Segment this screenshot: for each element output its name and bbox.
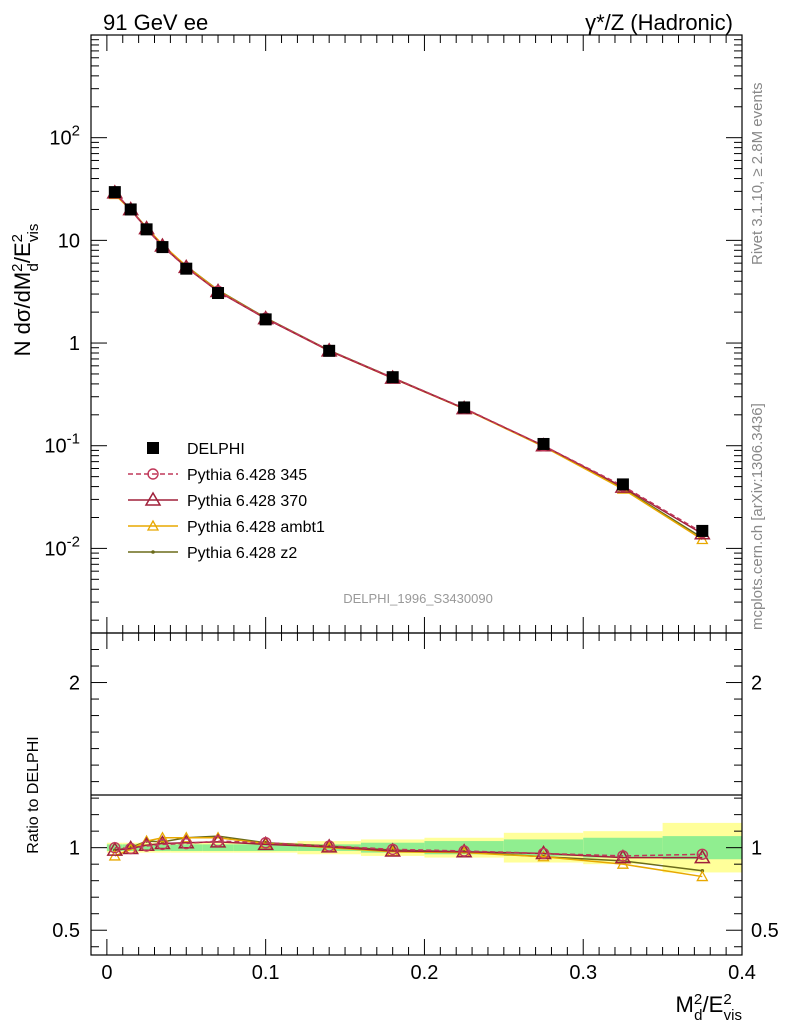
main-line-z2 (114, 192, 703, 539)
main-series-layer (106, 184, 711, 545)
main-point-data (323, 344, 336, 357)
x-tick-label: 0.3 (569, 962, 597, 984)
header-left: 91 GeV ee (103, 10, 208, 35)
x-tick-label: 0.4 (728, 962, 756, 984)
ratio-plot-frame (90, 632, 743, 956)
ratio-y-tick-label-left: 2 (69, 673, 80, 695)
ratio-point-p345 (386, 843, 399, 856)
ratio-point-p370 (138, 836, 155, 851)
ratio-point-p370 (177, 834, 195, 849)
ratio-point-p345 (259, 837, 272, 849)
ratio-point-ambt1 (180, 831, 193, 843)
ratio-point-p345 (617, 850, 629, 862)
main-y-tick-label: 10-2 (44, 533, 80, 560)
legend-label-z2: Pythia 6.428 z2 (187, 545, 297, 562)
ratio-point-p345 (140, 840, 153, 852)
main-y-tick-label: 102 (49, 123, 80, 150)
ratio-point-p345 (124, 842, 137, 855)
ratio-point-p370 (154, 835, 171, 850)
ratio-point-ambt1 (537, 850, 550, 862)
legend-marker-ambt1 (146, 519, 160, 531)
mcplots-label: mcplots.cern.ch [arXiv:1306.3436] (749, 403, 766, 630)
legend-marker-p370 (144, 491, 162, 506)
main-point-data (259, 313, 272, 326)
legend-label-p370: Pythia 6.428 370 (187, 493, 307, 510)
ratio-point-p345 (323, 840, 335, 852)
ratio-y-axis-label: Ratio to DELPHI (25, 736, 42, 853)
main-y-tick-label: 1 (69, 333, 80, 355)
main-point-data (696, 524, 709, 537)
x-tick-label: 0.1 (252, 962, 280, 984)
ratio-y-tick-label-left: 0.5 (52, 920, 80, 942)
ratio-band-inner (202, 844, 234, 851)
main-point-data (156, 241, 169, 254)
main-y-tick-labels: 10-2 10-1 1 10 102 (44, 123, 80, 561)
ratio-axis-ticks (91, 633, 743, 955)
ratio-y-tick-labels: 0.5 0.5 1 1 2 2 (52, 673, 779, 943)
main-point-data (212, 287, 225, 300)
main-point-data (616, 478, 629, 491)
x-tick-labels: 0 0.1 0.2 0.3 0.4 (101, 962, 756, 984)
ratio-line-p370 (114, 841, 703, 859)
ratio-band-inner (583, 837, 663, 858)
legend-marker-z2 (151, 550, 155, 554)
ratio-point-p370 (693, 849, 711, 864)
main-point-data (537, 437, 550, 450)
ratio-uncertainty-band (106, 822, 742, 873)
ratio-point-p345 (212, 835, 224, 847)
legend-label-data: DELPHI (187, 441, 245, 458)
legend-marker-p345 (147, 468, 159, 480)
x-axis-label: M2 d/E2 vis (676, 991, 743, 1024)
main-point-data (458, 401, 471, 414)
ratio-y-tick-label-right: 2 (751, 673, 762, 695)
legend-marker-data (147, 442, 159, 454)
legend: DELPHI Pythia 6.428 345 Pythia 6.428 370 Py… (128, 441, 325, 562)
ratio-point-p345 (109, 841, 121, 854)
ratio-point-ambt1 (156, 831, 169, 843)
main-point-data (108, 186, 121, 199)
ratio-series-layer (106, 831, 711, 882)
ratio-point-ambt1 (616, 857, 630, 869)
legend-label-p345: Pythia 6.428 345 (187, 467, 307, 484)
header-right: γ*/Z (Hadronic) (585, 10, 733, 35)
main-y-axis-label: N dσ/dM2d/E2vis (9, 224, 42, 357)
analysis-watermark: DELPHI_1996_S3430090 (343, 591, 493, 606)
main-point-data (124, 203, 137, 216)
main-point-data (180, 262, 193, 275)
x-tick-label: 0 (101, 962, 112, 984)
ratio-point-p345 (696, 848, 709, 860)
main-point-data (140, 223, 153, 236)
ratio-band-inner (662, 836, 742, 860)
main-line-ambt1 (114, 193, 703, 541)
main-y-tick-label: 10 (58, 230, 80, 252)
legend-label-ambt1: Pythia 6.428 ambt1 (187, 519, 325, 536)
main-plot-frame (90, 34, 743, 634)
ratio-point-p370 (106, 841, 124, 856)
ratio-band-inner (138, 844, 155, 851)
ratio-point-p345 (458, 845, 470, 857)
ratio-point-p345 (180, 837, 192, 850)
main-point-data (386, 371, 399, 384)
ratio-band-inner (154, 844, 171, 851)
ratio-y-tick-label-right: 1 (751, 838, 762, 860)
ratio-point-ambt1 (696, 870, 709, 882)
ratio-y-tick-label-right: 0.5 (751, 920, 779, 942)
main-axis-ticks (91, 35, 743, 633)
main-y-tick-label: 10-1 (44, 431, 80, 458)
rivet-label: Rivet 3.1.10, ≥ 2.8M events (749, 83, 766, 266)
x-tick-label: 0.2 (411, 962, 439, 984)
ratio-y-tick-label-left: 1 (69, 838, 80, 860)
ratio-point-p345 (537, 847, 550, 860)
ratio-point-p345 (156, 838, 169, 851)
